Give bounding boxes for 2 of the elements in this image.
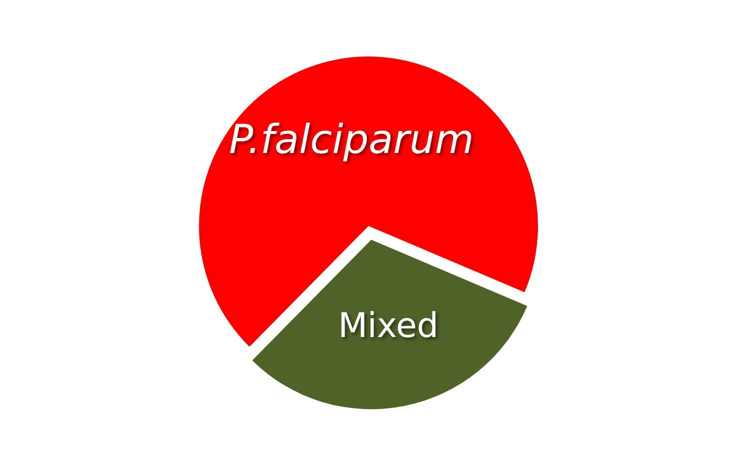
slice-label: Mixed — [338, 306, 438, 346]
slice-label: P.falciparum — [229, 116, 474, 163]
